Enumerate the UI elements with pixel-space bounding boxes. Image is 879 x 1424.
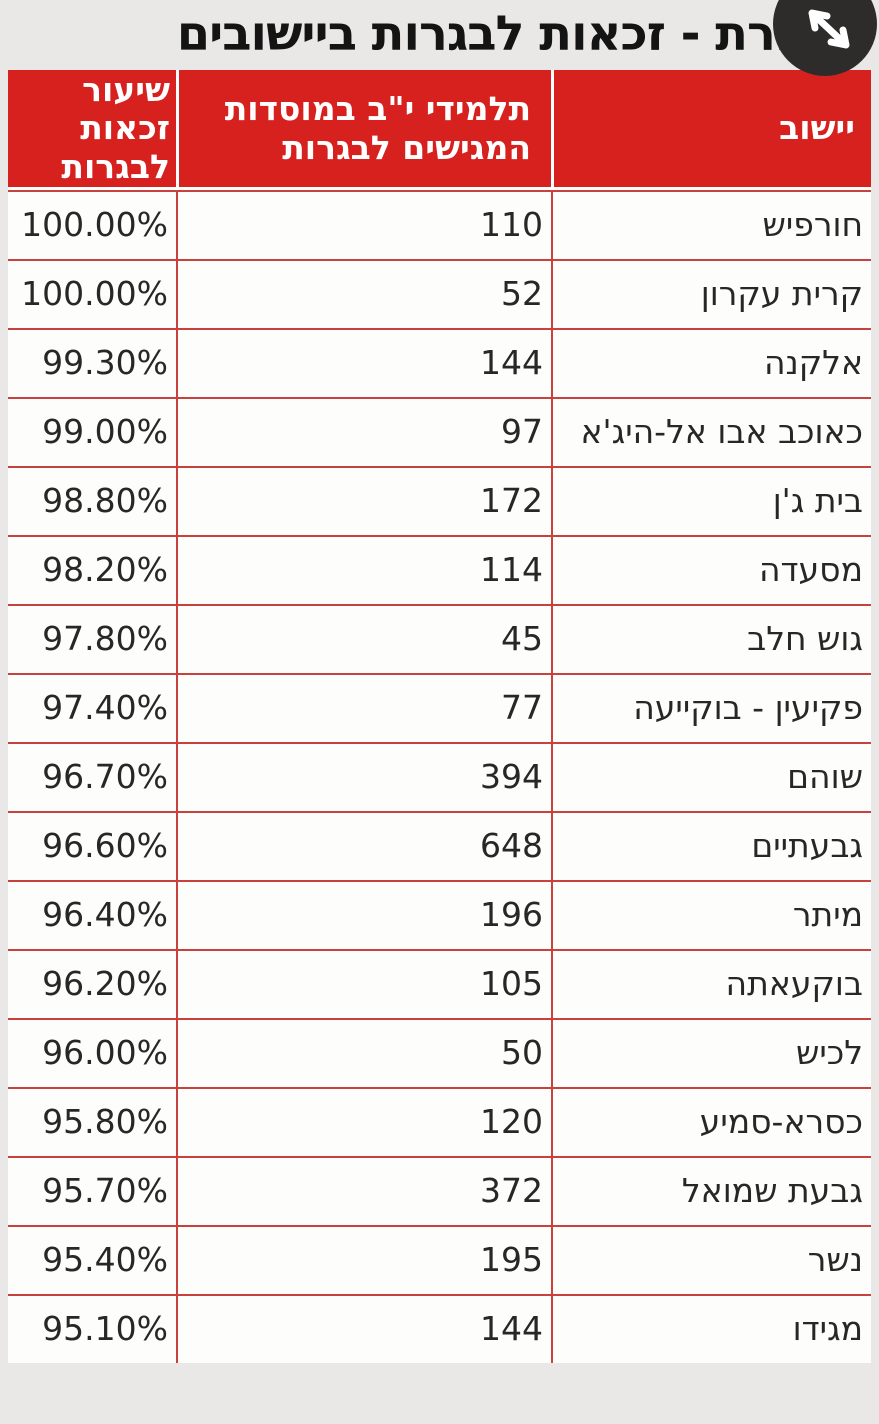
cell-students: 77 <box>176 675 551 742</box>
table-row: אלקנה 144 99.30% <box>8 328 871 397</box>
cell-rate: 100.00% <box>21 205 168 245</box>
cell-locality: כאוכב אבו אל-היג'א <box>551 399 871 466</box>
table-row: גבעתיים 648 96.60% <box>8 811 871 880</box>
cell-rate: 95.40% <box>42 1240 168 1280</box>
cell-rate: 97.40% <box>42 688 168 728</box>
table-row: בית ג'ן 172 98.80% <box>8 466 871 535</box>
cell-students: 196 <box>176 882 551 949</box>
table-row: לכיש 50 96.00% <box>8 1018 871 1087</box>
table-row: נשר 195 95.40% <box>8 1225 871 1294</box>
cell-locality: כסרא-סמיע <box>551 1089 871 1156</box>
cell-students: 144 <box>176 330 551 397</box>
cell-rate: 99.30% <box>42 343 168 383</box>
cell-students: 372 <box>176 1158 551 1225</box>
header-rate: שיעור זכאות לבגרות <box>61 70 170 186</box>
header-locality: יישוב <box>551 70 871 187</box>
cell-students: 172 <box>176 468 551 535</box>
cell-locality: לכיש <box>551 1020 871 1087</box>
cell-rate: 95.70% <box>42 1171 168 1211</box>
cell-locality: חורפיש <box>551 192 871 259</box>
bagrut-table: יישוב תלמידי י"ב במוסדות המגישים לבגרות … <box>8 70 871 1363</box>
cell-locality: שוהם <box>551 744 871 811</box>
header-students: תלמידי י"ב במוסדות המגישים לבגרות <box>176 70 551 187</box>
expand-button[interactable] <box>773 0 877 76</box>
cell-students: 50 <box>176 1020 551 1087</box>
cell-locality: גוש חלב <box>551 606 871 673</box>
cell-locality: אלקנה <box>551 330 871 397</box>
cell-rate: 95.80% <box>42 1102 168 1142</box>
cell-students: 97 <box>176 399 551 466</box>
cell-rate: 96.60% <box>42 826 168 866</box>
cell-locality: בית ג'ן <box>551 468 871 535</box>
cell-students: 394 <box>176 744 551 811</box>
cell-students: 52 <box>176 261 551 328</box>
table-row: כאוכב אבו אל-היג'א 97 99.00% <box>8 397 871 466</box>
cell-rate: 98.80% <box>42 481 168 521</box>
cell-students: 114 <box>176 537 551 604</box>
table-row: גבעת שמואל 372 95.70% <box>8 1156 871 1225</box>
table-row: חורפיש 110 100.00% <box>8 190 871 259</box>
table-row: פקיעין - בוקייעה 77 97.40% <box>8 673 871 742</box>
cell-rate: 100.00% <box>21 274 168 314</box>
cell-students: 45 <box>176 606 551 673</box>
cell-students: 110 <box>176 192 551 259</box>
table-body: חורפיש 110 100.00% קרית עקרון 52 100.00%… <box>8 187 871 1363</box>
cell-students: 144 <box>176 1296 551 1363</box>
cell-students: 105 <box>176 951 551 1018</box>
table-row: מגידו 144 95.10% <box>8 1294 871 1363</box>
cell-locality: בוקעאתה <box>551 951 871 1018</box>
table-row: בוקעאתה 105 96.20% <box>8 949 871 1018</box>
table-header-row: יישוב תלמידי י"ב במוסדות המגישים לבגרות … <box>8 70 871 187</box>
cell-locality: מיתר <box>551 882 871 949</box>
cell-rate: 98.20% <box>42 550 168 590</box>
cell-students: 195 <box>176 1227 551 1294</box>
table-row: שוהם 394 96.70% <box>8 742 871 811</box>
cell-locality: פקיעין - בוקייעה <box>551 675 871 742</box>
cell-rate: 96.00% <box>42 1033 168 1073</box>
page-title: הצמרת - זכאות לבגרות ביישובים <box>176 6 872 62</box>
cell-students: 120 <box>176 1089 551 1156</box>
cell-locality: גבעתיים <box>551 813 871 880</box>
table-row: כסרא-סמיע 120 95.80% <box>8 1087 871 1156</box>
table-row: מיתר 196 96.40% <box>8 880 871 949</box>
cell-locality: נשר <box>551 1227 871 1294</box>
cell-locality: מסעדה <box>551 537 871 604</box>
table-row: גוש חלב 45 97.80% <box>8 604 871 673</box>
cell-locality: גבעת שמואל <box>551 1158 871 1225</box>
cell-rate: 96.40% <box>42 895 168 935</box>
cell-rate: 95.10% <box>42 1309 168 1349</box>
cell-rate: 96.70% <box>42 757 168 797</box>
cell-rate: 99.00% <box>42 412 168 452</box>
diagonal-resize-arrow-icon <box>808 9 850 49</box>
cell-rate: 97.80% <box>42 619 168 659</box>
table-row: קרית עקרון 52 100.00% <box>8 259 871 328</box>
table-row: מסעדה 114 98.20% <box>8 535 871 604</box>
cell-locality: מגידו <box>551 1296 871 1363</box>
cell-students: 648 <box>176 813 551 880</box>
cell-locality: קרית עקרון <box>551 261 871 328</box>
cell-rate: 96.20% <box>42 964 168 1004</box>
